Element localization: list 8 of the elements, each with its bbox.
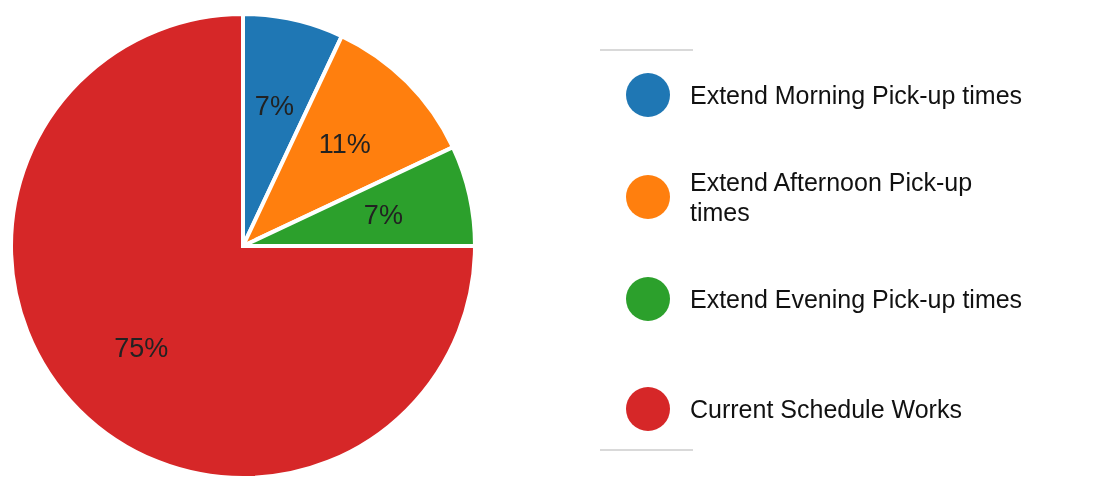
data-label: 75% — [114, 332, 169, 363]
data-label: 11% — [318, 129, 371, 160]
legend-label: Current Schedule Works — [690, 395, 962, 423]
data-label: 7% — [254, 90, 294, 121]
legend-label: Extend Morning Pick-up times — [690, 81, 1023, 109]
legend-label: Extend Evening Pick-up times — [690, 285, 1023, 313]
legend-label: Extend Afternoon Pick-up times — [690, 168, 973, 226]
data-label: 7% — [363, 199, 403, 230]
